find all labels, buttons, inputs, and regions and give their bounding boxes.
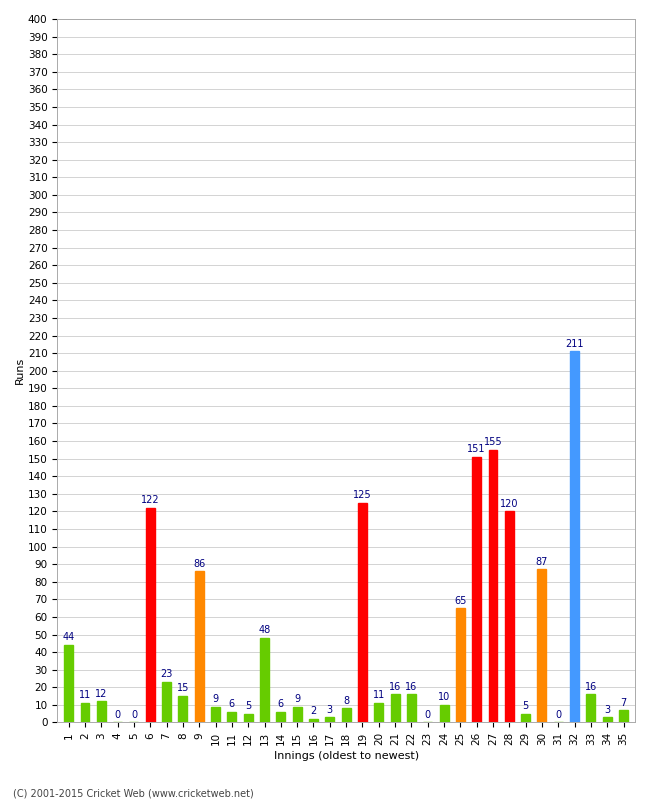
Text: 9: 9	[294, 694, 300, 704]
Bar	[472, 457, 481, 722]
Text: 0: 0	[424, 710, 431, 720]
Text: 48: 48	[259, 626, 270, 635]
Bar	[342, 709, 350, 722]
Text: 5: 5	[245, 701, 252, 711]
Bar	[439, 705, 448, 722]
Bar	[603, 717, 612, 722]
Bar	[374, 703, 384, 722]
Text: 125: 125	[353, 490, 372, 500]
Text: 12: 12	[95, 689, 107, 698]
Text: 6: 6	[278, 699, 284, 710]
Text: 3: 3	[604, 705, 610, 714]
Text: 120: 120	[500, 498, 519, 509]
Bar	[325, 717, 334, 722]
Text: 16: 16	[585, 682, 597, 692]
Text: 23: 23	[161, 670, 173, 679]
Bar	[309, 719, 318, 722]
Bar	[586, 694, 595, 722]
Bar	[244, 714, 253, 722]
Bar	[456, 608, 465, 722]
Bar	[81, 703, 90, 722]
Text: 10: 10	[438, 692, 450, 702]
Text: 9: 9	[213, 694, 218, 704]
Text: 7: 7	[621, 698, 627, 707]
Text: 5: 5	[523, 701, 529, 711]
Text: 44: 44	[62, 633, 75, 642]
Text: 87: 87	[536, 557, 548, 567]
Bar	[97, 702, 106, 722]
Y-axis label: Runs: Runs	[15, 357, 25, 384]
Bar	[179, 696, 187, 722]
Bar	[146, 508, 155, 722]
Bar	[227, 712, 237, 722]
Text: 0: 0	[555, 710, 562, 720]
X-axis label: Innings (oldest to newest): Innings (oldest to newest)	[274, 751, 419, 761]
Bar	[538, 570, 547, 722]
Bar	[489, 450, 497, 722]
Text: 11: 11	[372, 690, 385, 701]
Text: 122: 122	[141, 495, 160, 506]
Bar	[619, 710, 628, 722]
Text: 6: 6	[229, 699, 235, 710]
Text: 15: 15	[177, 683, 189, 694]
Bar	[276, 712, 285, 722]
Text: 3: 3	[327, 705, 333, 714]
Text: 8: 8	[343, 696, 349, 706]
Text: 0: 0	[114, 710, 121, 720]
Bar	[162, 682, 171, 722]
Bar	[358, 502, 367, 722]
Text: 16: 16	[389, 682, 401, 692]
Text: 11: 11	[79, 690, 91, 701]
Bar	[64, 645, 73, 722]
Bar	[292, 706, 302, 722]
Bar	[521, 714, 530, 722]
Text: 211: 211	[566, 338, 584, 349]
Text: 86: 86	[193, 558, 205, 569]
Text: (C) 2001-2015 Cricket Web (www.cricketweb.net): (C) 2001-2015 Cricket Web (www.cricketwe…	[13, 788, 254, 798]
Text: 65: 65	[454, 595, 467, 606]
Bar	[260, 638, 269, 722]
Text: 0: 0	[131, 710, 137, 720]
Text: 16: 16	[406, 682, 417, 692]
Bar	[195, 571, 203, 722]
Bar	[570, 351, 579, 722]
Text: 151: 151	[467, 444, 486, 454]
Bar	[211, 706, 220, 722]
Text: 155: 155	[484, 438, 502, 447]
Text: 2: 2	[310, 706, 317, 716]
Bar	[505, 511, 514, 722]
Bar	[407, 694, 416, 722]
Bar	[391, 694, 400, 722]
